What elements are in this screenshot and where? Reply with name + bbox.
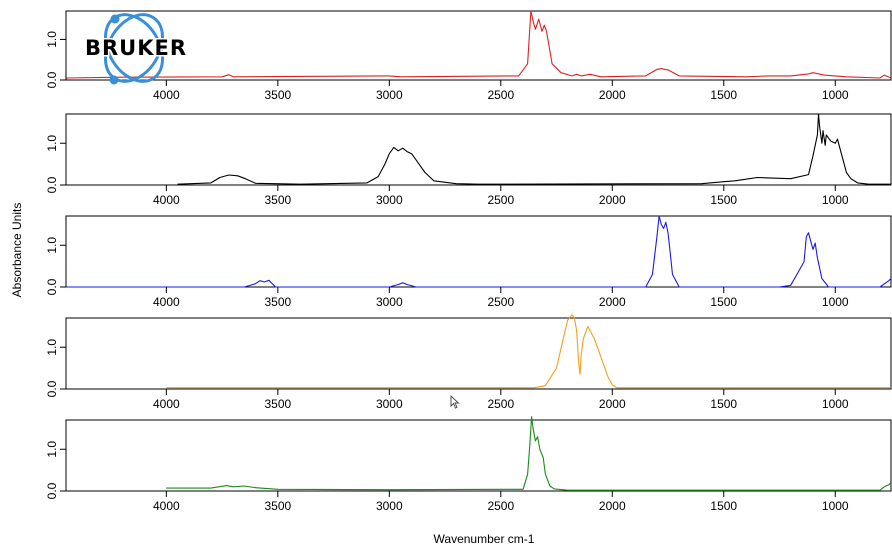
- x-tick-label: 1000: [822, 397, 849, 411]
- y-tick-label: 1.0: [45, 135, 59, 152]
- x-tick-label: 3000: [376, 397, 403, 411]
- x-tick-label: 3000: [376, 88, 403, 102]
- y-axis-title: Absorbance Units: [10, 203, 24, 298]
- spectrum-panel-1: 4000 3500 3000 2500 2000 1500 1000 0.0 1.0: [45, 10, 892, 102]
- y-tick-label: 1.0: [45, 339, 59, 356]
- x-tick-label: 1500: [710, 499, 737, 513]
- y-tick-label: 1.0: [45, 237, 59, 254]
- x-tick-label: 4000: [153, 499, 180, 513]
- x-tick-label: 2000: [599, 193, 626, 207]
- x-tick-label: 3500: [264, 295, 291, 309]
- plot-frame: [65, 10, 892, 81]
- x-tick-label: 2000: [599, 397, 626, 411]
- x-tick-label: 4000: [153, 88, 180, 102]
- y-tick-label: 0.0: [45, 482, 59, 499]
- x-tick-label: 1000: [822, 295, 849, 309]
- x-tick-label: 2500: [487, 397, 514, 411]
- series-line-3: [66, 215, 892, 288]
- x-tick-label: 3000: [376, 193, 403, 207]
- spectrum-panel-3: 4000 3500 3000 2500 2000 1500 1000 0.0 1.0: [45, 215, 892, 309]
- x-tick-label: 1000: [822, 88, 849, 102]
- logo-electron-1: [110, 14, 120, 24]
- spectrum-panel-5: 4000 3500 3000 2500 2000 1500 1000 0.0 1.0: [45, 416, 892, 513]
- x-axis-title: Wavenumber cm-1: [434, 532, 535, 546]
- x-tick-label: 2000: [599, 499, 626, 513]
- x-tick-label: 3500: [264, 499, 291, 513]
- logo-text: BRUKER: [85, 36, 187, 60]
- plot-frame: [65, 113, 892, 186]
- spectrum-panel-4: 4000 3500 3000 2500 2000 1500 1000 0.0 1.0: [45, 314, 892, 411]
- x-tick-label: 3500: [264, 193, 291, 207]
- logo-electron-2: [109, 75, 119, 85]
- plot-frame: [65, 317, 892, 390]
- x-tick-label: 4000: [153, 295, 180, 309]
- x-tick-label: 2500: [487, 295, 514, 309]
- x-tick-label: 1000: [822, 193, 849, 207]
- x-tick-label: 1500: [710, 193, 737, 207]
- x-tick-label: 2000: [599, 295, 626, 309]
- y-tick-label: 0.0: [45, 176, 59, 193]
- x-tick-label: 1000: [822, 499, 849, 513]
- y-tick-label: 1.0: [45, 31, 59, 48]
- series-line-2: [177, 113, 891, 185]
- y-tick-label: 0.0: [45, 380, 59, 397]
- x-tick-label: 3000: [376, 499, 403, 513]
- series-line-5: [166, 416, 892, 491]
- series-line-1: [65, 10, 892, 79]
- plot-frame: [65, 215, 892, 288]
- bruker-logo: BRUKER: [83, 13, 188, 85]
- x-tick-label: 4000: [153, 193, 180, 207]
- x-tick-label: 2500: [487, 499, 514, 513]
- mouse-cursor-icon: [450, 395, 460, 409]
- x-tick-label: 2500: [487, 193, 514, 207]
- x-tick-label: 3000: [376, 295, 403, 309]
- spectrum-panel-2: 4000 3500 3000 2500 2000 1500 1000 0.0 1.0: [45, 113, 892, 207]
- series-line-4: [166, 314, 891, 389]
- x-tick-label: 2000: [599, 88, 626, 102]
- x-tick-label: 3500: [264, 88, 291, 102]
- x-tick-label: 1500: [710, 295, 737, 309]
- y-tick-label: 0.0: [45, 71, 59, 88]
- x-tick-label: 1500: [710, 88, 737, 102]
- y-tick-label: 1.0: [45, 441, 59, 458]
- plot-frame: [65, 419, 892, 492]
- x-tick-label: 4000: [153, 397, 180, 411]
- x-tick-label: 3500: [264, 397, 291, 411]
- x-tick-label: 2500: [487, 88, 514, 102]
- x-tick-label: 1500: [710, 397, 737, 411]
- y-tick-label: 0.0: [45, 278, 59, 295]
